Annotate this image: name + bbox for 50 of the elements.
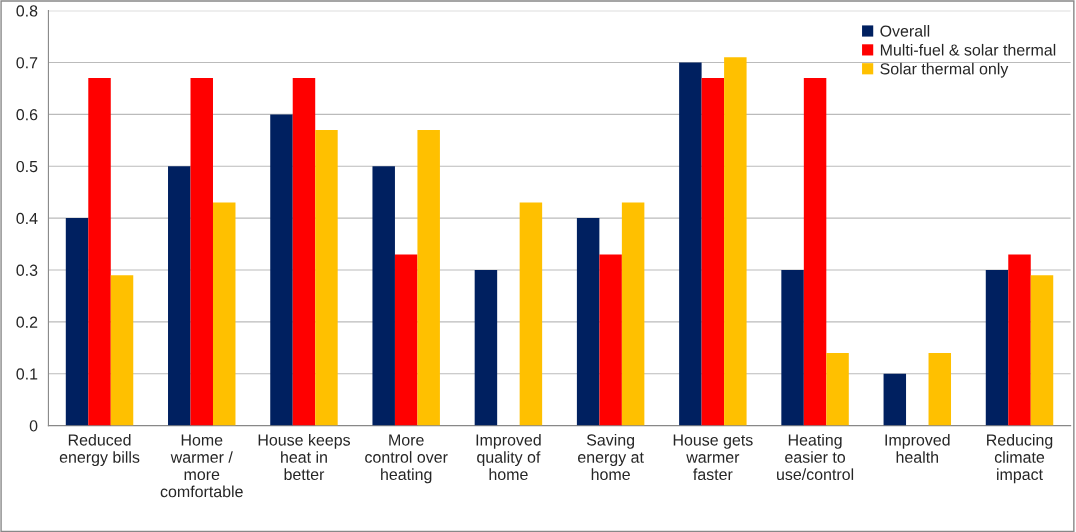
bar [474, 269, 498, 426]
y-tick-label: 0 [29, 420, 38, 432]
bar [372, 166, 395, 426]
x-tick-label: Saving energy at home [578, 433, 644, 481]
bar [168, 166, 191, 426]
bar [599, 254, 622, 426]
bar [883, 373, 907, 426]
x-tick-label: Reducing climate impact [987, 433, 1053, 484]
y-tick-label: 0.3 [16, 264, 38, 276]
bar [1008, 254, 1031, 426]
legend-label: Multi-fuel & solar thermal [880, 43, 1056, 56]
x-tick-label: Home warmer / more comfortable [160, 434, 243, 498]
x-tick-label: Heating easier to use/control [777, 433, 854, 481]
bar [212, 202, 236, 426]
y-tick-label: 0.7 [16, 57, 38, 69]
bar [394, 254, 418, 426]
y-tick-label: 0.1 [16, 368, 38, 380]
bar [621, 202, 645, 426]
bar [985, 269, 1009, 426]
bar [1030, 275, 1054, 426]
bar [315, 129, 338, 426]
y-tick-label: 0.2 [16, 316, 38, 328]
bar [781, 269, 804, 426]
x-tick-label: House gets warmer faster [673, 434, 753, 481]
bar [928, 352, 952, 426]
bar [803, 78, 827, 426]
x-tick-label: Reduced energy bills [59, 433, 140, 467]
bar [270, 114, 293, 426]
legend-label: Solar thermal only [880, 62, 1009, 78]
y-tick-label: 0.8 [16, 5, 38, 17]
bar [110, 275, 134, 426]
x-tick-label: Improved health [885, 433, 950, 463]
bar [292, 78, 316, 426]
y-tick-label: 0.6 [16, 109, 38, 121]
y-tick-label: 0.4 [16, 212, 38, 225]
x-tick-label: Improved quality of home [476, 433, 541, 481]
bar [65, 218, 89, 426]
bar [701, 78, 725, 426]
y-tick-label: 0.5 [16, 160, 38, 173]
bar [88, 78, 111, 426]
x-tick-label: House keeps heat in better [258, 433, 351, 481]
bar [724, 57, 747, 426]
bar [417, 129, 440, 426]
legend-label: Overall [880, 25, 930, 37]
bar [679, 62, 702, 426]
bar [826, 352, 849, 426]
bar [190, 78, 213, 426]
bar [576, 218, 600, 426]
bar [519, 202, 543, 426]
x-tick-label: More control over heating [365, 434, 448, 484]
